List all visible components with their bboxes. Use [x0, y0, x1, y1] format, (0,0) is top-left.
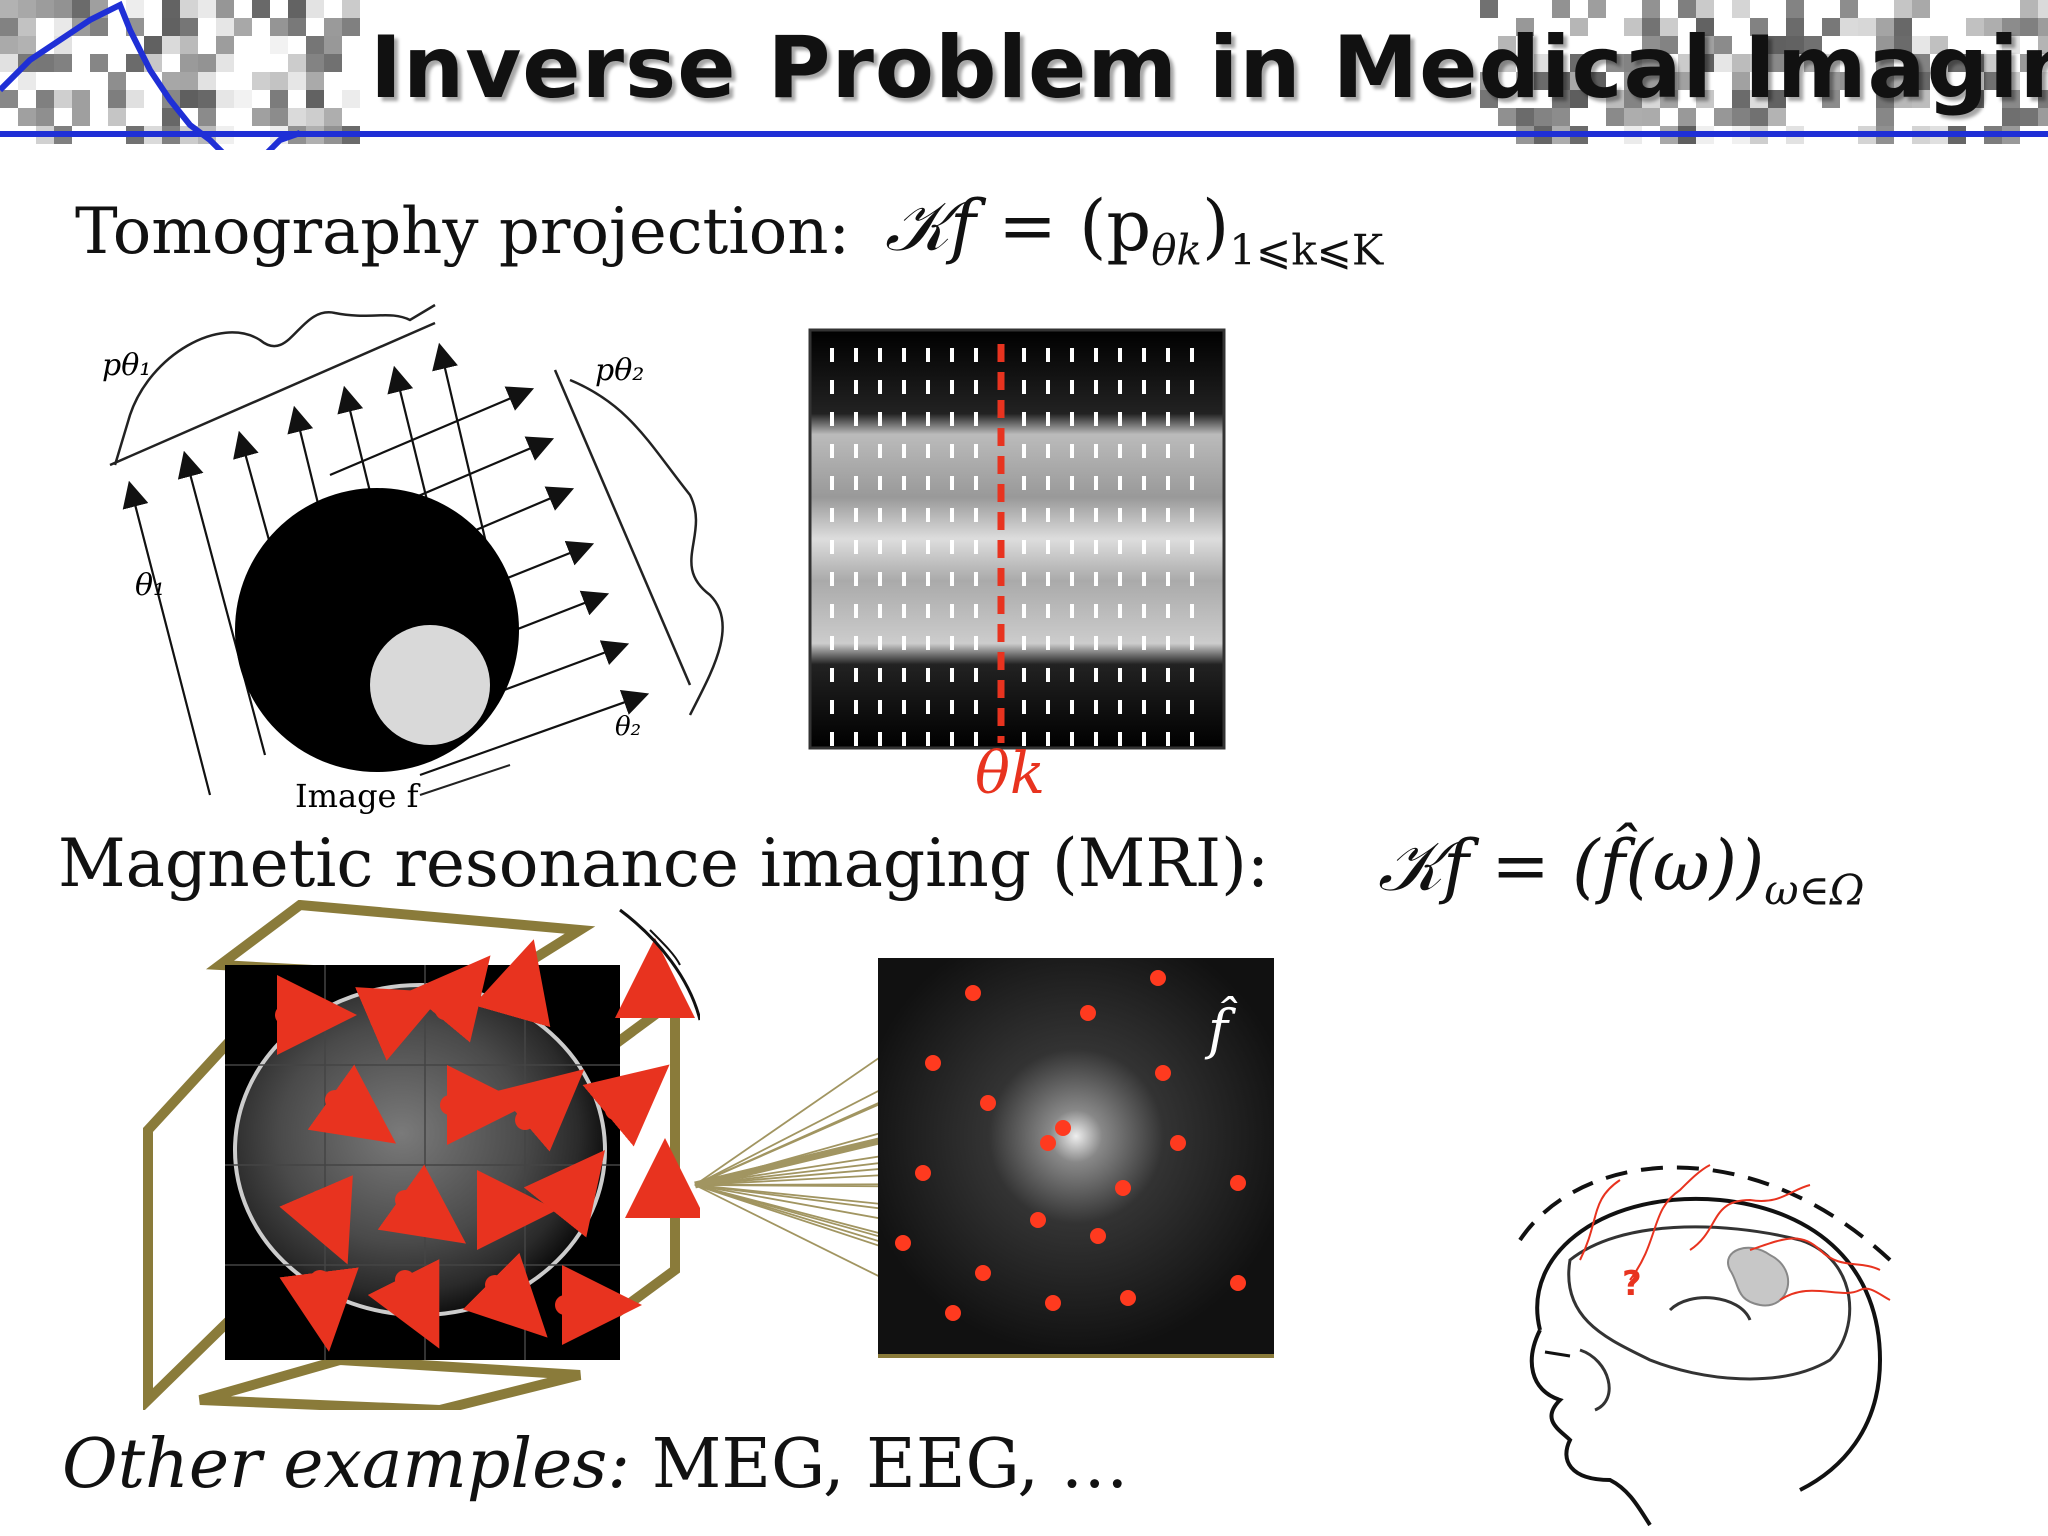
detector-line-1 — [109, 321, 436, 467]
slide-header — [0, 0, 2048, 150]
image-pointer — [419, 764, 511, 796]
other-examples-prefix: Other examples: — [62, 1425, 631, 1504]
head-sketch-image: ? — [1518, 1164, 1892, 1527]
mri-label: Magnetic resonance imaging (MRI): — [58, 825, 1270, 902]
signal-curve-icon — [0, 0, 301, 150]
mri-formula: 𝒦f = (f̂(ω))ω∈Ω — [1378, 825, 1865, 915]
sinogram-ticks — [830, 348, 1194, 746]
projection-profile-1 — [113, 303, 436, 466]
sinogram-image: θk — [808, 328, 1226, 798]
formula-close: ) — [1201, 185, 1230, 267]
current-paths — [1579, 1164, 1891, 1301]
other-examples-list: MEG, EEG, … — [630, 1425, 1129, 1504]
p-theta1-label: pθ₁ — [102, 348, 151, 383]
object-small-disk — [370, 625, 490, 745]
mri-formula-lhs: 𝒦f — [1378, 825, 1469, 907]
mri-formula-rhs: = (f̂(ω)) — [1468, 825, 1765, 907]
sampled-frequency-dots — [895, 970, 1246, 1321]
tomography-label: Tomography projection: — [75, 195, 851, 269]
mri-formula-sub: ω∈Ω — [1764, 865, 1865, 915]
page-title: Inverse Problem in Medical Imaging — [370, 18, 2048, 118]
formula-eq: = (p — [975, 185, 1152, 267]
other-examples: Other examples: MEG, EEG, … — [62, 1425, 1129, 1504]
tomography-projection-diagram: pθ₁ pθ₂ θ₁ θ₂ Image f — [102, 303, 724, 815]
head-outline — [1529, 1196, 1883, 1527]
formula-lhs: 𝒦f — [885, 185, 976, 267]
formula-sub-range: 1⩽k⩽K — [1229, 225, 1384, 275]
p-theta2-label: pθ₂ — [595, 353, 644, 388]
brain-outline — [1567, 1225, 1852, 1381]
coil-arc-small-icon — [649, 929, 681, 966]
formula-sub-theta: θk — [1151, 225, 1202, 275]
spin-arrows — [275, 938, 700, 1352]
image-f-label: Image f — [295, 777, 421, 815]
object-large-disk — [235, 488, 519, 772]
theta1-label: θ₁ — [135, 568, 165, 603]
theta-k-label: θk — [975, 739, 1045, 798]
coil-arc-icon — [619, 908, 700, 1021]
detector-line-2 — [553, 369, 692, 686]
k-space-image: f̂ — [878, 958, 1274, 1358]
projection-profile-2 — [569, 378, 724, 716]
theta2-label: θ₂ — [615, 712, 641, 742]
tomography-formula: 𝒦f = (pθk)1⩽k⩽K — [885, 185, 1383, 275]
source-region — [1727, 1246, 1789, 1307]
sensor-dashed-arc — [1518, 1165, 1892, 1262]
question-mark: ? — [1622, 1264, 1642, 1304]
mri-brain-spins-image — [143, 900, 700, 1410]
